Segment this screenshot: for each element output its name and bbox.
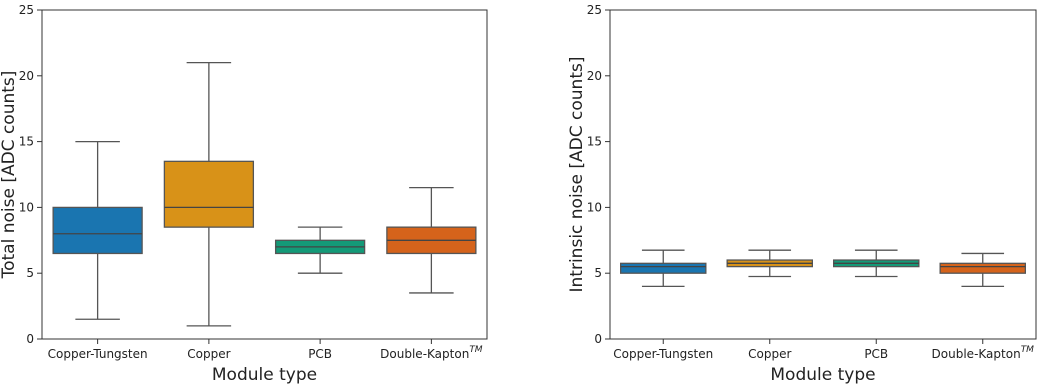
y-tick-label: 25 bbox=[19, 3, 34, 17]
x-tick-text: PCB bbox=[308, 347, 332, 361]
x-tick-label: PCB bbox=[864, 347, 888, 361]
iqr-box bbox=[163, 160, 255, 228]
y-tick-label: 20 bbox=[587, 69, 602, 83]
chart-panel-2: 0 5 10 15 20 25 Copper-Tungsten Copper PCB Double… bbox=[567, 3, 1037, 385]
x-tick-label: Copper-Tungsten bbox=[613, 347, 713, 361]
box-copper-tungsten bbox=[52, 140, 143, 320]
x-tick-text: Copper bbox=[187, 347, 230, 361]
x-tick-text: Copper-Tungsten bbox=[613, 347, 713, 361]
plot-frame bbox=[609, 9, 1037, 340]
y-tick-label: 25 bbox=[587, 3, 602, 17]
box-double-kapton bbox=[386, 187, 477, 294]
box-pcb bbox=[274, 226, 366, 274]
y-tick-label: 5 bbox=[26, 266, 34, 280]
x-tick-text: Double-Kapton bbox=[380, 347, 469, 361]
y-tick-label: 0 bbox=[26, 332, 34, 346]
y-tick-label: 15 bbox=[19, 135, 34, 149]
y-tick-label: 15 bbox=[587, 135, 602, 149]
y-axis-label: Total noise [ADC counts] bbox=[0, 71, 19, 280]
iqr-box bbox=[52, 206, 143, 255]
box-copper bbox=[163, 61, 255, 327]
y-axis-label: Intrinsic noise [ADC counts] bbox=[567, 57, 587, 293]
x-tick-superscript: TM bbox=[469, 345, 482, 355]
iqr-box bbox=[620, 262, 707, 274]
x-tick-label: Copper-Tungsten bbox=[48, 347, 148, 361]
x-tick-superscript: TM bbox=[1021, 345, 1034, 355]
box-copper-tungsten bbox=[620, 249, 707, 288]
x-axis-label: Module type bbox=[770, 365, 875, 385]
chart-panel-1: 0 5 10 15 20 25 Copper-Tungsten Copper PCB Double… bbox=[0, 3, 488, 385]
y-tick-label: 20 bbox=[19, 69, 34, 83]
x-tick-text: Copper-Tungsten bbox=[48, 347, 148, 361]
y-tick-label: 10 bbox=[587, 200, 602, 214]
iqr-box bbox=[939, 262, 1027, 274]
x-tick-label: Copper bbox=[748, 347, 791, 361]
x-tick-text: Copper bbox=[748, 347, 791, 361]
box-pcb bbox=[833, 249, 920, 278]
y-tick-label: 5 bbox=[594, 266, 602, 280]
x-axis-label: Module type bbox=[212, 365, 317, 385]
plot-frame bbox=[41, 9, 488, 340]
box-double-kapton bbox=[939, 252, 1027, 288]
x-tick-label: Double-KaptonTM bbox=[380, 345, 483, 361]
x-tick-label: PCB bbox=[308, 347, 332, 361]
x-tick-label: Double-KaptonTM bbox=[932, 345, 1035, 361]
x-tick-label: Copper bbox=[187, 347, 230, 361]
x-tick-text: Double-Kapton bbox=[932, 347, 1021, 361]
y-tick-label: 10 bbox=[19, 200, 34, 214]
y-tick-label: 0 bbox=[594, 332, 602, 346]
box-copper bbox=[726, 249, 814, 278]
x-tick-text: PCB bbox=[864, 347, 888, 361]
